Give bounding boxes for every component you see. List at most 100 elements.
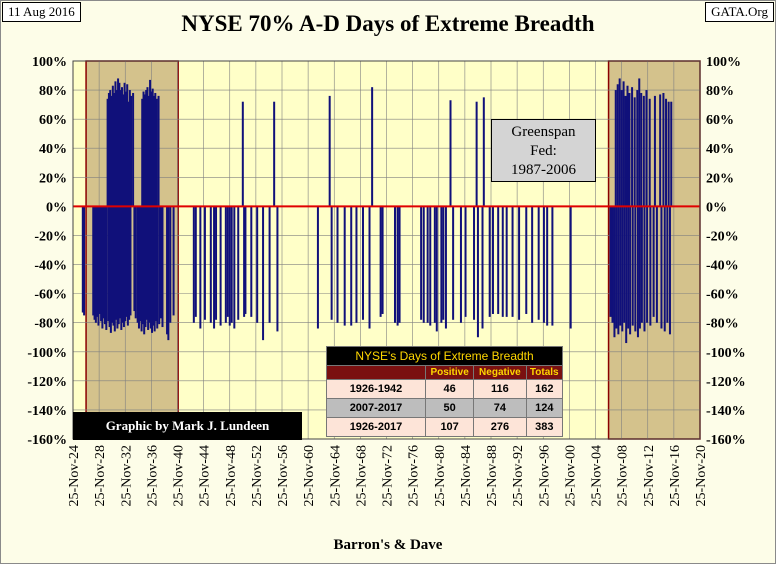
breadth-bar bbox=[361, 206, 364, 320]
breadth-bar bbox=[393, 206, 396, 323]
chart-title: NYSE 70% A-D Days of Extreme Breadth bbox=[181, 11, 595, 36]
breadth-bar bbox=[659, 94, 662, 207]
breadth-bar bbox=[355, 206, 358, 323]
breadth-bar bbox=[609, 206, 612, 317]
x-tick-label: 25-Nov-16 bbox=[668, 445, 683, 506]
breadth-bar bbox=[638, 78, 641, 207]
breadth-bar bbox=[452, 206, 455, 320]
breadth-bar bbox=[147, 95, 150, 207]
x-tick-label: 25-Nov-44 bbox=[198, 445, 213, 506]
table-cell: 162 bbox=[525, 379, 564, 399]
breadth-bar bbox=[172, 206, 175, 316]
breadth-bar bbox=[665, 98, 668, 207]
breadth-bar bbox=[228, 206, 231, 326]
breadth-bar bbox=[336, 206, 339, 323]
y-axis-left: 100% 80% 60% 40% 20% 0% -20% -40% -60% -80% -100% -… bbox=[27, 55, 67, 448]
table-title: NYSE's Days of Extreme Breadth bbox=[326, 346, 563, 366]
breadth-bar bbox=[626, 85, 629, 207]
breadth-bar bbox=[136, 206, 139, 323]
breadth-bar bbox=[569, 206, 572, 329]
breadth-bar bbox=[120, 206, 123, 330]
x-axis: 25-Nov-24 25-Nov-28 25-Nov-32 25-Nov-36 25-N… bbox=[67, 445, 709, 506]
x-tick-label: 25-Nov-68 bbox=[354, 445, 369, 506]
y-tick-label: -40% bbox=[34, 259, 67, 274]
breadth-bar bbox=[531, 206, 534, 323]
breadth-bar bbox=[615, 206, 618, 329]
y-tick-label: 40% bbox=[39, 142, 67, 157]
x-tick-label: 25-Nov-24 bbox=[67, 445, 82, 506]
breadth-bar bbox=[663, 206, 666, 332]
y-tick-label: -20% bbox=[706, 229, 739, 244]
breadth-bar bbox=[150, 91, 153, 207]
table-row: 2007-2017 50 74 124 bbox=[326, 398, 564, 418]
y-tick-label: 80% bbox=[39, 84, 67, 99]
breadth-bar bbox=[125, 206, 128, 317]
table-cell: 124 bbox=[525, 398, 564, 418]
breadth-bar bbox=[638, 206, 641, 329]
breadth-bar bbox=[476, 206, 479, 338]
breadth-bar bbox=[148, 206, 151, 323]
x-tick-label: 25-Nov-40 bbox=[172, 445, 187, 506]
y-tick-label: -140% bbox=[27, 404, 67, 419]
breadth-bar bbox=[151, 206, 154, 333]
breadth-bar bbox=[482, 97, 485, 207]
y-tick-label: 20% bbox=[39, 171, 67, 186]
breadth-bar bbox=[81, 206, 84, 313]
breadth-bar bbox=[110, 95, 113, 207]
y-tick-label: -20% bbox=[34, 229, 67, 244]
breadth-bar bbox=[511, 206, 514, 317]
breadth-bar bbox=[396, 206, 399, 326]
breadth-bar bbox=[122, 206, 125, 328]
x-tick-label: 25-Nov-04 bbox=[590, 445, 605, 506]
breadth-bar bbox=[433, 206, 436, 323]
breadth-bar bbox=[113, 92, 116, 207]
breadth-bar bbox=[518, 206, 521, 320]
breadth-bar bbox=[660, 206, 663, 329]
breadth-bar bbox=[126, 206, 129, 326]
x-tick-label: 25-Nov-36 bbox=[145, 445, 160, 506]
breadth-bar bbox=[440, 206, 443, 323]
table-cell: 116 bbox=[473, 379, 527, 399]
breadth-bar bbox=[93, 206, 96, 320]
breadth-bar bbox=[613, 206, 616, 338]
x-tick-label: 25-Nov-52 bbox=[250, 445, 265, 506]
table-cell: 1926-1942 bbox=[326, 379, 426, 399]
breadth-bar bbox=[159, 206, 162, 319]
breadth-bar bbox=[107, 92, 110, 207]
breadth-bar bbox=[316, 206, 319, 329]
table-cell: 50 bbox=[424, 398, 475, 418]
greenspan-annotation: Greenspan Fed: 1987-2006 bbox=[491, 119, 596, 182]
breadth-bar bbox=[94, 206, 97, 323]
breadth-bar bbox=[224, 206, 227, 323]
breadth-bar bbox=[652, 206, 655, 317]
breadth-bar bbox=[140, 206, 143, 332]
breadth-bar bbox=[645, 90, 648, 207]
breadth-bar bbox=[154, 206, 157, 322]
breadth-bar bbox=[102, 206, 105, 319]
y-tick-label: -120% bbox=[27, 375, 67, 390]
breadth-bar bbox=[505, 206, 508, 317]
breadth-bar bbox=[153, 206, 156, 332]
x-tick-label: 25-Nov-20 bbox=[694, 445, 709, 506]
y-tick-label: 100% bbox=[32, 55, 67, 70]
y-tick-label: 60% bbox=[706, 113, 734, 128]
y-tick-label: -140% bbox=[706, 404, 746, 419]
table-cell: 383 bbox=[525, 417, 564, 437]
breadth-bar bbox=[525, 206, 528, 314]
y-tick-label: -40% bbox=[706, 259, 739, 274]
breadth-bar bbox=[149, 206, 152, 329]
breadth-bar bbox=[226, 206, 229, 317]
table-cell: 46 bbox=[424, 379, 475, 399]
y-tick-label: 40% bbox=[706, 142, 734, 157]
breadth-bar bbox=[381, 206, 384, 314]
breadth-bar bbox=[115, 206, 118, 320]
breadth-bar bbox=[546, 206, 549, 326]
breadth-bar bbox=[194, 206, 197, 317]
breadth-bar bbox=[120, 87, 123, 207]
table-header: Positive bbox=[424, 365, 475, 380]
breadth-bar bbox=[119, 206, 122, 319]
breadth-bar bbox=[244, 206, 247, 314]
breadth-bar bbox=[668, 206, 671, 335]
breadth-bar bbox=[429, 206, 432, 326]
y-axis-right: 100% 80% 60% 40% 20% 0% -20% -40% -60% -80% -100% -… bbox=[706, 55, 746, 448]
